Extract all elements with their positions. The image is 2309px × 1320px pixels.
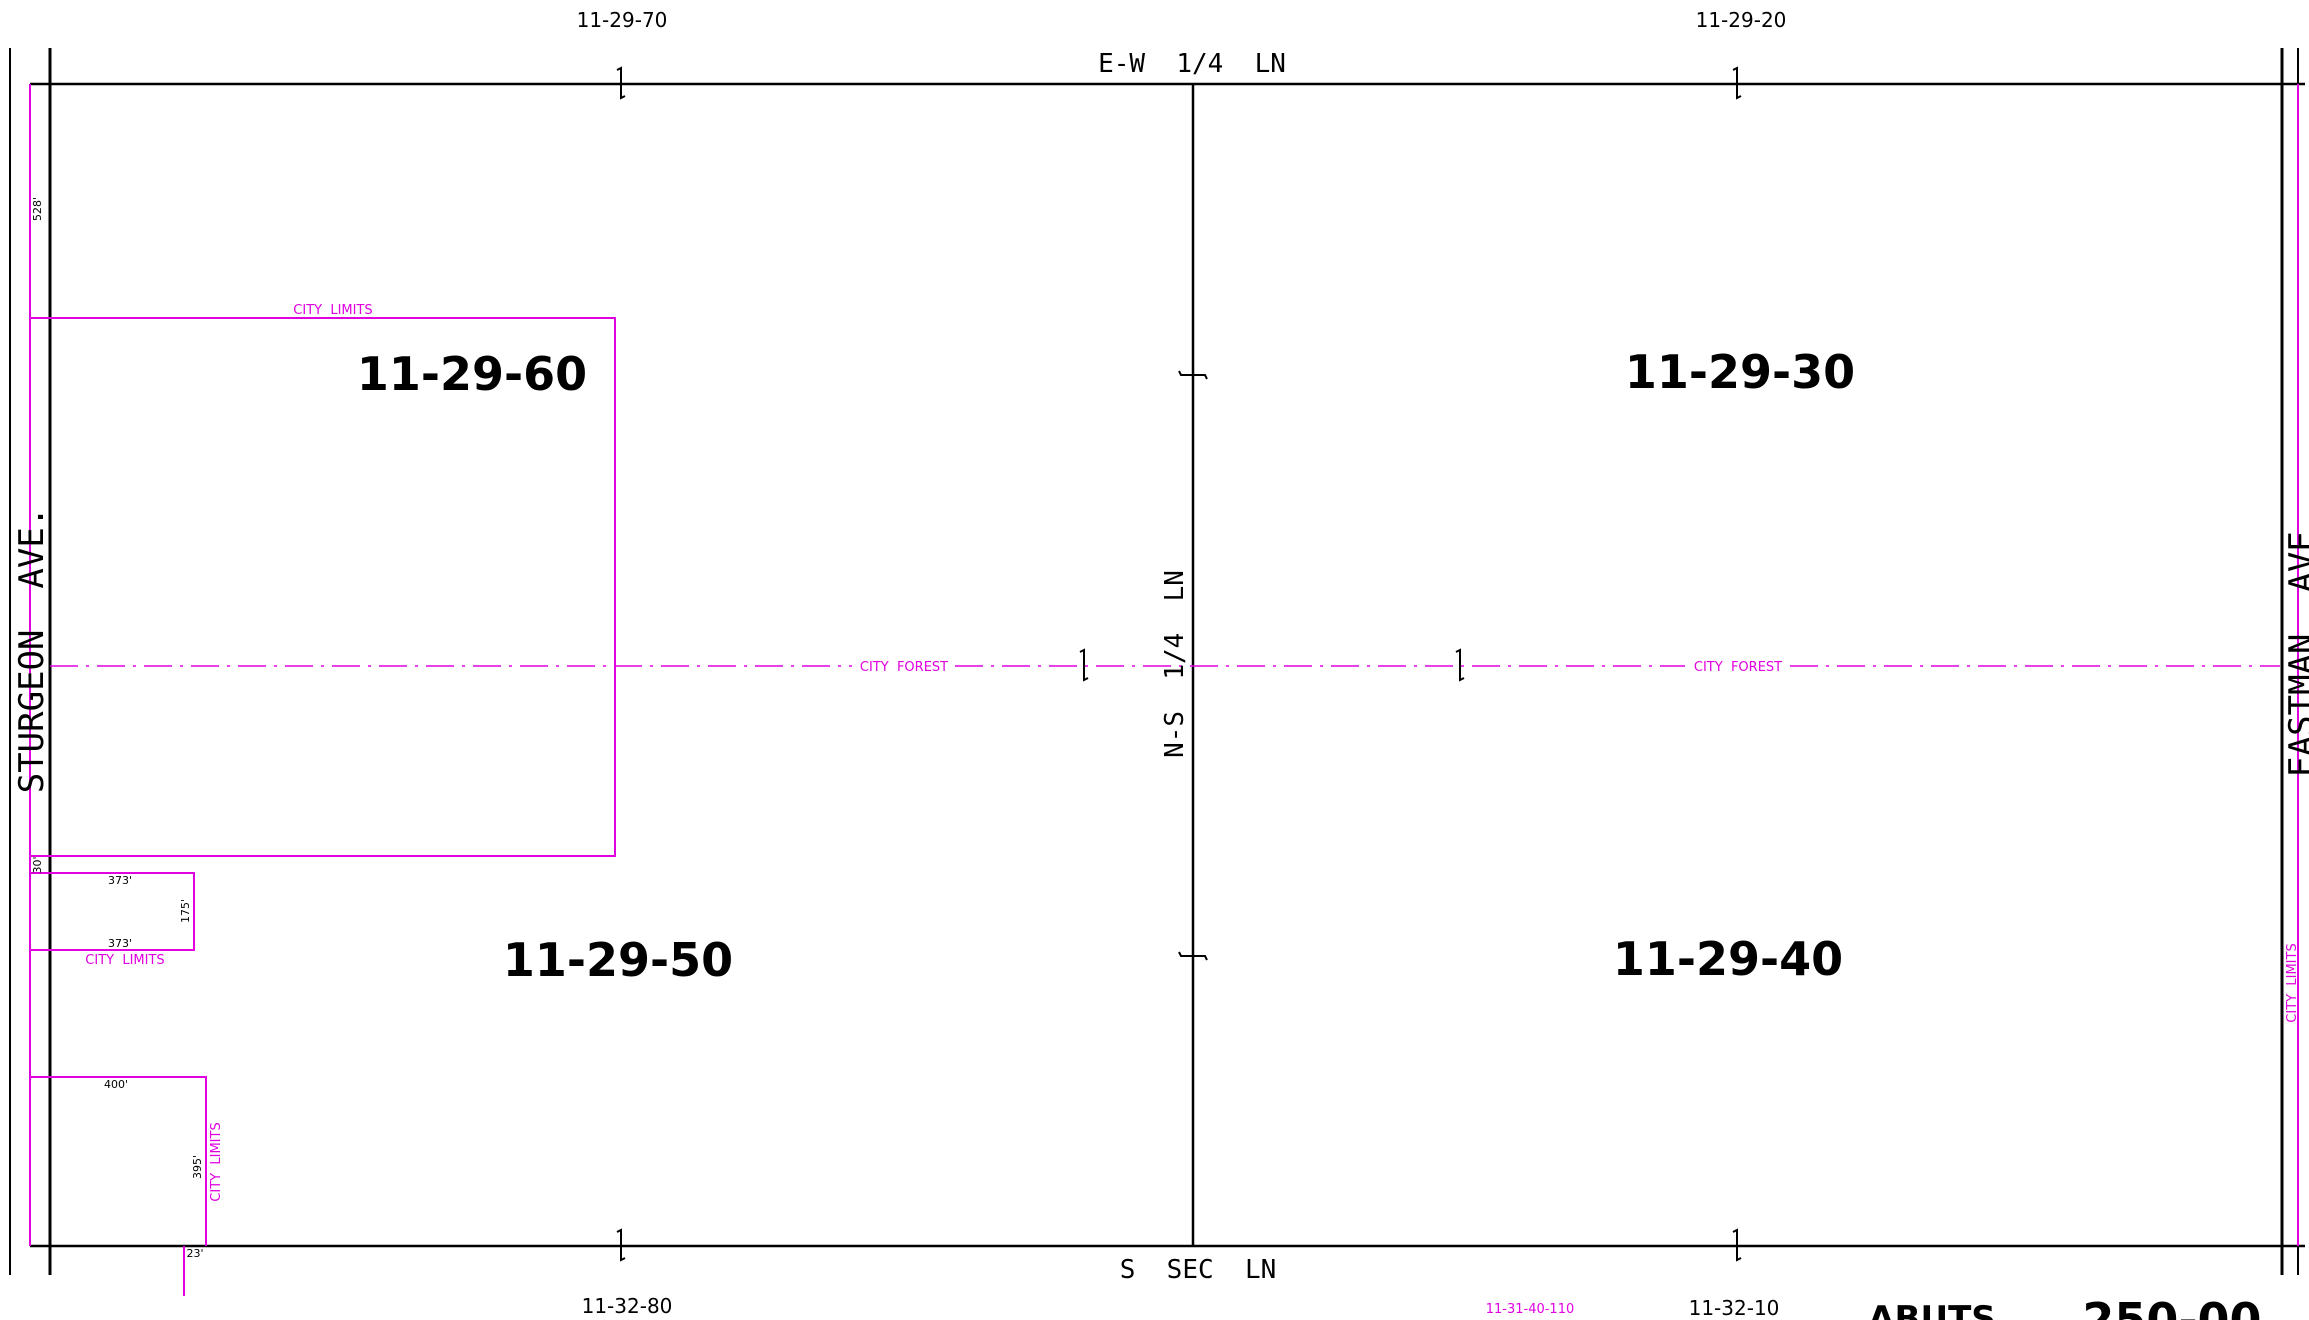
ew-quarter-line-label: E-W 1/4 LN [1098, 49, 1286, 79]
city-forest-label-right: CITY FOREST [1694, 660, 1782, 675]
adjacent-south-left: 11-32-80 [582, 1294, 673, 1318]
break-symbols [616, 66, 1742, 1262]
adjacent-south-small: 11-31-40-110 [1486, 1302, 1575, 1317]
sturgeon-ave-label: STURGEON AVE. [12, 507, 52, 794]
dimension-400: 400' [104, 1078, 128, 1091]
parcel-label-nw: 11-29-60 [357, 347, 587, 401]
adjacent-south-right: 11-32-10 [1689, 1296, 1780, 1320]
dimension-528: 528' [31, 197, 44, 221]
parcel-label-sw: 11-29-50 [503, 933, 733, 987]
city-limits-label-small: CITY LIMITS [85, 953, 164, 968]
south-section-line-label: S SEC LN [1120, 1255, 1277, 1285]
corner-text-right: 250-00 [2082, 1293, 2261, 1320]
dimension-30: 30' [31, 856, 44, 873]
city-limits-label-vertical: CITY LIMITS [209, 1122, 224, 1201]
city-limits-label-east: CITY LIMITS [2285, 943, 2300, 1022]
city-limits-label-top: CITY LIMITS [293, 303, 372, 318]
city-forest-label-left: CITY FOREST [860, 660, 948, 675]
parcel-label-ne: 11-29-30 [1625, 345, 1855, 399]
adjacent-north-left: 11-29-70 [577, 8, 668, 32]
corner-text-left: ABUTS [1868, 1299, 1996, 1320]
dimension-395: 395' [191, 1155, 204, 1179]
dimension-373-bottom: 373' [108, 937, 132, 950]
dimension-175: 175' [179, 899, 192, 923]
adjacent-north-right: 11-29-20 [1696, 8, 1787, 32]
parcel-label-se: 11-29-40 [1613, 932, 1843, 986]
ns-quarter-line-label: N-S 1/4 LN [1160, 570, 1190, 758]
dimension-23: 23' [186, 1247, 203, 1260]
eastman-ave-label: EASTMAN AVE [2282, 531, 2309, 777]
dimension-373-top: 373' [108, 874, 132, 887]
city-limits-lines [29, 84, 2299, 1296]
